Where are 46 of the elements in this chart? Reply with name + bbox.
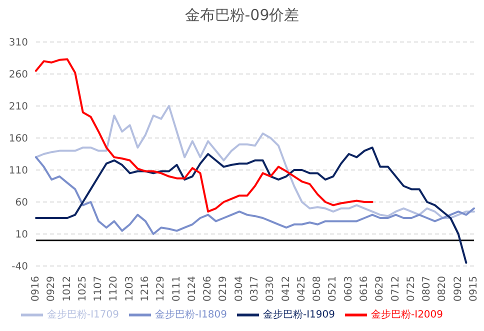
x-tick-label: 0807 <box>422 276 433 302</box>
x-tick-label: 0412 <box>280 276 292 302</box>
chart-title: 金布巴粉-09价差 <box>184 5 300 26</box>
x-tick-label: 0317 <box>250 276 260 302</box>
x-tick-label: 0929 <box>46 276 58 302</box>
y-tick-label: 10 <box>15 230 28 241</box>
y-tick-label: 260 <box>8 70 28 81</box>
y-tick-label: -40 <box>12 262 28 273</box>
x-tick-label: 0425 <box>296 276 308 302</box>
x-tick-label: 0820 <box>437 276 448 302</box>
x-tick-label: 0916 <box>30 276 42 302</box>
x-tick-label: 0124 <box>186 276 198 302</box>
x-tick-label: 1012 <box>62 276 73 302</box>
y-tick-label: 160 <box>8 134 28 145</box>
x-tick-label: 0603 <box>343 276 354 302</box>
y-tick-label: 110 <box>8 166 28 177</box>
x-tick-label: 0629 <box>374 276 386 302</box>
x-tick-label: 0304 <box>234 276 245 302</box>
line-series <box>35 146 468 264</box>
x-tick-label: 0725 <box>406 276 417 302</box>
x-tick-label: 1216 <box>140 276 151 302</box>
x-tick-label: 0616 <box>359 276 370 302</box>
y-tick-label: 210 <box>8 102 28 113</box>
x-tick-label: 1107 <box>93 276 104 302</box>
x-tick-label: 0111 <box>171 276 182 302</box>
x-tick-label: 0508 <box>312 276 324 302</box>
legend-label: 金步巴粉-I1709 <box>46 310 119 321</box>
y-tick-label: 310 <box>8 38 28 49</box>
legend-label: 金步巴粉-I2009 <box>371 310 444 321</box>
line-series <box>35 156 475 235</box>
x-tick-label: 1229 <box>156 276 167 302</box>
x-tick-label: 1120 <box>108 276 120 302</box>
line-series <box>35 58 374 213</box>
x-tick-label: 0902 <box>452 276 464 302</box>
legend-label: 金步巴粉-I1809 <box>154 310 227 321</box>
x-tick-label: 0206 <box>202 276 214 302</box>
y-tick-label: 60 <box>15 198 28 209</box>
line-series <box>35 105 475 219</box>
x-tick-label: 0330 <box>265 276 276 302</box>
x-tick-label: 0712 <box>390 276 402 302</box>
x-tick-label: 0915 <box>468 276 480 302</box>
legend-label: 金步巴粉-I1909 <box>263 310 336 321</box>
x-tick-label: 1203 <box>124 276 136 302</box>
x-tick-label: 0219 <box>218 276 230 302</box>
x-tick-label: 1025 <box>77 276 88 302</box>
x-tick-label: 0521 <box>328 276 339 302</box>
